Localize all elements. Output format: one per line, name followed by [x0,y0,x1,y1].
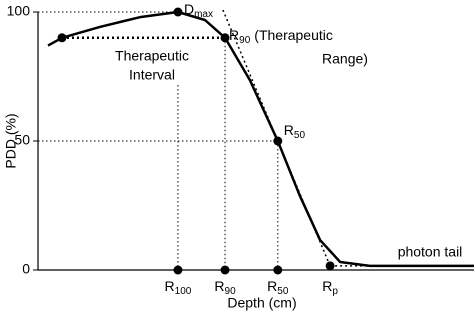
point [220,33,230,43]
r50-label-base: R [284,122,294,138]
y-tick-label: 100 [7,3,31,19]
depth-marker-label-base: R [267,278,277,294]
r50-label: R50 [284,122,306,141]
depth-marker [273,265,283,275]
x-axis-label: Depth (cm) [227,295,296,311]
dmax-label: Dmax [184,1,213,20]
depth-marker-label: R100 [165,278,192,297]
depth-marker-label-sub: 90 [225,286,237,297]
tail-label: photon tail [398,244,463,260]
point [57,33,67,43]
r90-label-sub: 90 [239,34,251,45]
dmax-label-base: D [184,1,194,17]
r90-note: (Therapeutic [254,27,333,43]
y-tick-label: 0 [22,261,30,277]
depth-marker-label-base: R [214,278,224,294]
dmax-label-sub: max [194,9,213,20]
y-axis-label: PDD (%) [3,113,19,168]
depth-marker-label-sub: 100 [175,286,192,297]
interval-label: Interval [129,67,175,83]
depth-marker-label-sub: p [332,286,338,297]
r90-label-base: R [229,27,239,43]
point [173,7,183,17]
depth-marker-label-base: R [322,278,332,294]
depth-marker [173,265,183,275]
depth-marker-label: R90 [214,278,236,297]
depth-marker-label-base: R [165,278,175,294]
depth-marker-label-sub: 50 [277,286,289,297]
y-tick-label: 50 [14,132,30,148]
depth-marker-label: Rp [322,278,338,297]
depth-marker-label: R50 [267,278,289,297]
depth-marker [325,261,335,271]
point [273,136,283,146]
r90-note: Range) [322,51,368,67]
r90-label: R90 (Therapeutic [229,27,333,46]
depth-marker [220,265,230,275]
r50-label-sub: 50 [294,130,306,141]
curve [47,10,474,268]
interval-label: Therapeutic [115,48,189,64]
